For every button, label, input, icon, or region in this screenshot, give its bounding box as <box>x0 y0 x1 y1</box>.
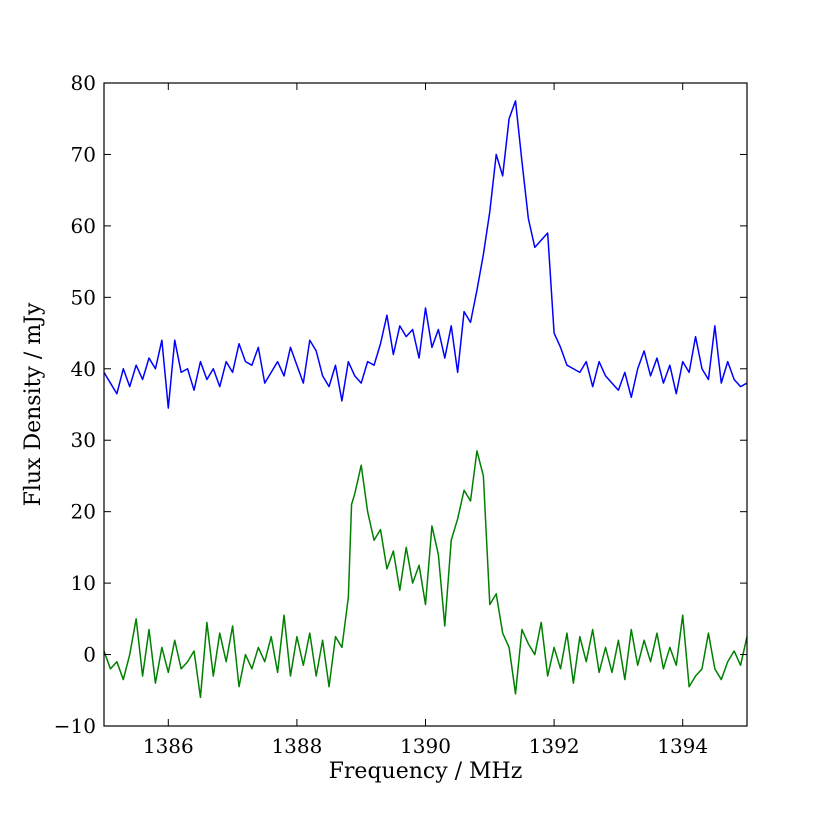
y-tick-label: 30 <box>71 428 96 452</box>
y-tick-label: 80 <box>71 71 96 95</box>
y-axis-label: Flux Density / mJy <box>21 302 46 506</box>
y-tick-label: 10 <box>71 571 96 595</box>
x-tick-label: 1392 <box>529 734 580 758</box>
axes-frame <box>103 82 748 727</box>
series-line-1 <box>103 100 748 409</box>
x-axis-label: Frequency / MHz <box>329 759 523 784</box>
x-tick-label: 1390 <box>400 734 451 758</box>
x-tick-label: 1394 <box>657 734 708 758</box>
ticks-layer: 1386 1388 1390 1392 1394 −10 0 10 20 30 40 50 60 70 80 <box>54 71 747 758</box>
x-tick-label: 1388 <box>271 734 322 758</box>
y-tick-label: 50 <box>71 285 96 309</box>
y-tick-label: −10 <box>54 714 96 738</box>
y-tick-label: 70 <box>71 142 96 166</box>
y-tick-label: 20 <box>71 500 96 524</box>
y-tick-label: 0 <box>83 643 96 667</box>
y-tick-label: 40 <box>71 357 96 381</box>
y-tick-label: 60 <box>71 214 96 238</box>
series-line-2 <box>103 450 748 699</box>
series-layer <box>103 100 748 699</box>
x-tick-label: 1386 <box>143 734 194 758</box>
